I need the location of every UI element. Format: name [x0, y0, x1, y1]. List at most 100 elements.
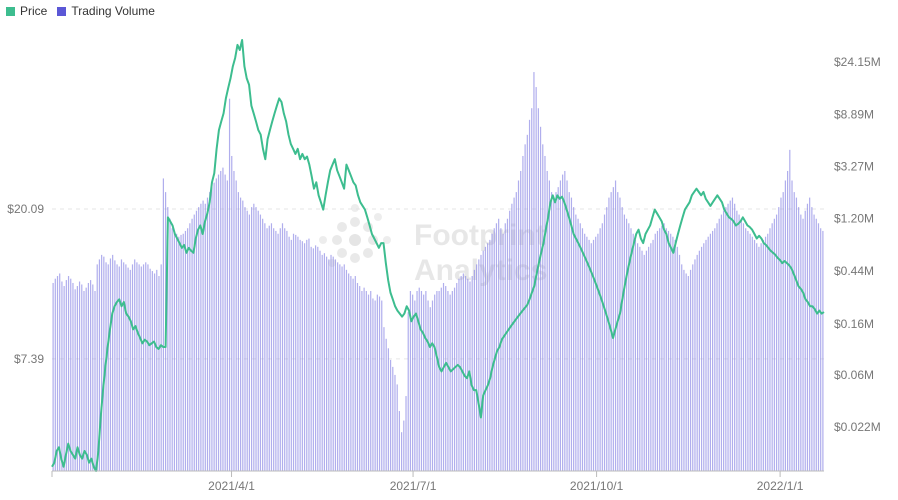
- volume-bar[interactable]: [354, 276, 356, 471]
- volume-bar[interactable]: [409, 291, 412, 471]
- volume-bar[interactable]: [310, 246, 312, 471]
- volume-bar[interactable]: [718, 218, 720, 471]
- volume-bar[interactable]: [87, 282, 89, 471]
- volume-bar[interactable]: [506, 218, 509, 471]
- volume-bar[interactable]: [449, 294, 451, 471]
- volume-bar[interactable]: [425, 291, 427, 471]
- volume-bar[interactable]: [623, 214, 625, 471]
- volume-bar[interactable]: [180, 234, 182, 471]
- volume-bar[interactable]: [628, 223, 630, 471]
- volume-bar[interactable]: [301, 241, 303, 471]
- volume-bar[interactable]: [149, 268, 151, 471]
- volume-bar[interactable]: [771, 223, 773, 471]
- volume-bar[interactable]: [464, 276, 467, 471]
- volume-bar[interactable]: [760, 243, 762, 471]
- volume-bar[interactable]: [562, 174, 564, 471]
- volume-bar[interactable]: [458, 278, 460, 471]
- volume-bar[interactable]: [522, 155, 524, 472]
- volume-bar[interactable]: [359, 286, 361, 471]
- volume-bar[interactable]: [303, 243, 306, 471]
- volume-bar[interactable]: [67, 276, 70, 471]
- volume-bar[interactable]: [204, 203, 206, 472]
- volume-bar[interactable]: [103, 256, 105, 471]
- volume-bar[interactable]: [822, 230, 824, 471]
- volume-bar[interactable]: [56, 276, 59, 471]
- volume-bar[interactable]: [273, 228, 275, 471]
- volume-bar[interactable]: [200, 203, 202, 472]
- volume-bar[interactable]: [120, 259, 123, 471]
- volume-bar[interactable]: [597, 233, 599, 471]
- volume-bar[interactable]: [184, 230, 187, 471]
- volume-bar[interactable]: [756, 243, 758, 471]
- volume-bar[interactable]: [202, 200, 204, 471]
- volume-bar[interactable]: [575, 214, 577, 471]
- volume-bar[interactable]: [681, 264, 683, 471]
- volume-bar[interactable]: [429, 307, 431, 471]
- volume-bar[interactable]: [544, 155, 546, 472]
- volume-bar[interactable]: [632, 233, 634, 471]
- volume-bar[interactable]: [235, 180, 237, 472]
- volume-bar[interactable]: [515, 192, 517, 472]
- volume-bar[interactable]: [136, 262, 138, 471]
- volume-bar[interactable]: [182, 233, 184, 471]
- volume-bar[interactable]: [749, 233, 751, 471]
- volume-bar[interactable]: [674, 239, 676, 471]
- volume-bar[interactable]: [198, 207, 200, 472]
- volume-bar[interactable]: [517, 180, 520, 472]
- volume-bar[interactable]: [339, 264, 341, 471]
- volume-bar[interactable]: [630, 228, 632, 471]
- volume-bar[interactable]: [557, 187, 559, 471]
- volume-bar[interactable]: [606, 207, 608, 472]
- volume-bar[interactable]: [191, 218, 193, 471]
- volume-bar[interactable]: [286, 230, 288, 471]
- volume-bar[interactable]: [738, 214, 740, 471]
- volume-bar[interactable]: [727, 203, 729, 472]
- volume-bar[interactable]: [753, 239, 756, 471]
- volume-bar[interactable]: [158, 276, 160, 471]
- volume-bar[interactable]: [725, 207, 727, 472]
- volume-bar[interactable]: [438, 291, 440, 471]
- volume-bar[interactable]: [295, 234, 297, 471]
- volume-bar[interactable]: [356, 282, 359, 471]
- volume-bar[interactable]: [579, 223, 581, 471]
- volume-bar[interactable]: [590, 243, 592, 471]
- volume-bar[interactable]: [142, 264, 145, 471]
- volume-bar[interactable]: [553, 197, 555, 471]
- volume-bar[interactable]: [224, 174, 226, 471]
- volume-bar[interactable]: [584, 233, 586, 471]
- volume-bar[interactable]: [284, 228, 286, 471]
- volume-bar[interactable]: [703, 243, 705, 471]
- volume-bar[interactable]: [290, 239, 292, 471]
- volume-bar[interactable]: [407, 312, 409, 471]
- volume-bar[interactable]: [798, 207, 800, 472]
- volume-bar[interactable]: [361, 291, 363, 471]
- volume-bar[interactable]: [78, 281, 81, 471]
- volume-bar[interactable]: [559, 180, 562, 472]
- volume-bar[interactable]: [480, 254, 482, 471]
- volume-bar[interactable]: [228, 98, 231, 471]
- volume-bar[interactable]: [504, 223, 506, 471]
- volume-bar[interactable]: [279, 228, 281, 471]
- volume-bar[interactable]: [147, 264, 149, 471]
- volume-bar[interactable]: [266, 228, 268, 471]
- volume-bar[interactable]: [599, 228, 601, 471]
- volume-bar[interactable]: [412, 294, 414, 471]
- volume-bar[interactable]: [434, 294, 436, 471]
- volume-bar[interactable]: [222, 167, 224, 472]
- volume-bar[interactable]: [101, 254, 103, 471]
- volume-bar[interactable]: [696, 254, 698, 471]
- volume-bar[interactable]: [751, 236, 753, 471]
- volume-bar[interactable]: [74, 289, 76, 471]
- volume-bar[interactable]: [460, 276, 462, 471]
- volume-bar[interactable]: [123, 262, 125, 471]
- volume-bar[interactable]: [385, 338, 387, 471]
- volume-bar[interactable]: [85, 287, 87, 471]
- volume-bar[interactable]: [676, 246, 678, 471]
- volume-bar[interactable]: [656, 230, 659, 471]
- volume-bar[interactable]: [489, 239, 491, 471]
- volume-bar[interactable]: [764, 236, 767, 471]
- volume-bar[interactable]: [341, 266, 343, 471]
- volume-bar[interactable]: [306, 239, 308, 471]
- volume-bar[interactable]: [427, 300, 429, 471]
- volume-bar[interactable]: [445, 286, 447, 471]
